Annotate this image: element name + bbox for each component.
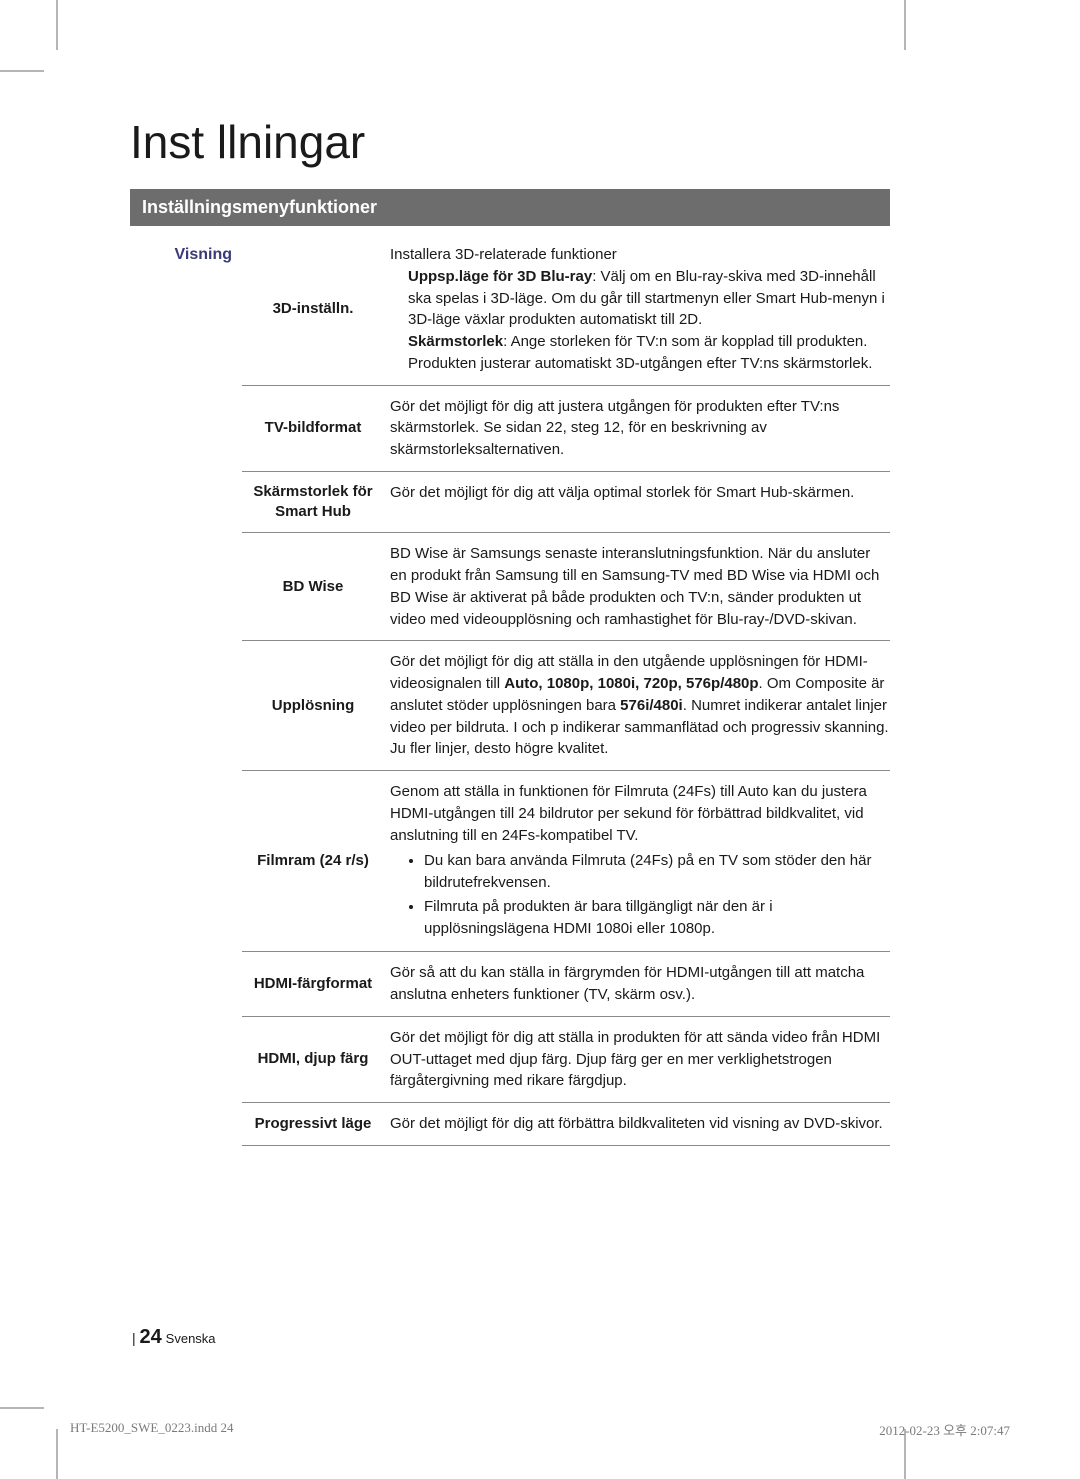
crop-mark: [0, 70, 44, 72]
crop-mark: [56, 1429, 58, 1479]
row-label: Progressivt läge: [242, 1113, 384, 1135]
table-row: 3D-inställn.Installera 3D-relaterade fun…: [242, 238, 890, 386]
row-description: Gör det möjligt för dig att förbättra bi…: [384, 1113, 890, 1135]
row-label: HDMI, djup färg: [242, 1027, 384, 1092]
page-number: 24: [140, 1326, 162, 1348]
row-description: Gör det möjligt för dig att ställa in pr…: [384, 1027, 890, 1092]
table-row: TV-bildformatGör det möjligt för dig att…: [242, 386, 890, 472]
crop-mark: [904, 0, 906, 50]
row-description: BD Wise är Samsungs senaste interanslutn…: [384, 543, 890, 630]
page-title: Inst llningar: [130, 115, 890, 169]
row-description: Gör det möjligt för dig att välja optima…: [384, 482, 890, 523]
settings-grid: Visning 3D-inställn.Installera 3D-relate…: [130, 238, 890, 1146]
section-header: Inställningsmenyfunktioner: [130, 189, 890, 226]
table-row: Progressivt lägeGör det möjligt för dig …: [242, 1103, 890, 1146]
row-description: Installera 3D-relaterade funktionerUppsp…: [384, 244, 890, 375]
crop-mark: [56, 0, 58, 50]
row-label: Skärmstorlek för Smart Hub: [242, 482, 384, 523]
table-row: UpplösningGör det möjligt för dig att st…: [242, 641, 890, 771]
meta-file: HT-E5200_SWE_0223.indd 24: [70, 1420, 233, 1439]
table-row: HDMI-färgformatGör så att du kan ställa …: [242, 952, 890, 1017]
row-label: Upplösning: [242, 651, 384, 760]
row-label: TV-bildformat: [242, 396, 384, 461]
table-row: Filmram (24 r/s)Genom att ställa in funk…: [242, 771, 890, 952]
page-footer: | 24 Svenska: [132, 1326, 216, 1349]
table-row: HDMI, djup färgGör det möjligt för dig a…: [242, 1017, 890, 1103]
row-label: BD Wise: [242, 543, 384, 630]
table-row: Skärmstorlek för Smart HubGör det möjlig…: [242, 472, 890, 534]
row-description: Gör så att du kan ställa in färgrymden f…: [384, 962, 890, 1006]
row-description: Genom att ställa in funktionen för Filmr…: [384, 781, 890, 941]
row-label: 3D-inställn.: [242, 244, 384, 375]
row-label: Filmram (24 r/s): [242, 781, 384, 941]
row-description: Gör det möjligt för dig att ställa in de…: [384, 651, 890, 760]
category-label: Visning: [130, 246, 232, 264]
page-language: Svenska: [166, 1331, 216, 1346]
row-label: HDMI-färgformat: [242, 962, 384, 1006]
crop-mark: [0, 1407, 44, 1409]
table-row: BD WiseBD Wise är Samsungs senaste inter…: [242, 533, 890, 641]
row-description: Gör det möjligt för dig att justera utgå…: [384, 396, 890, 461]
rows-container: 3D-inställn.Installera 3D-relaterade fun…: [242, 238, 890, 1146]
print-meta: HT-E5200_SWE_0223.indd 24 2012-02-23 오후 …: [70, 1420, 1010, 1439]
category-column: Visning: [130, 238, 242, 1146]
meta-date: 2012-02-23 오후 2:07:47: [879, 1420, 1010, 1439]
